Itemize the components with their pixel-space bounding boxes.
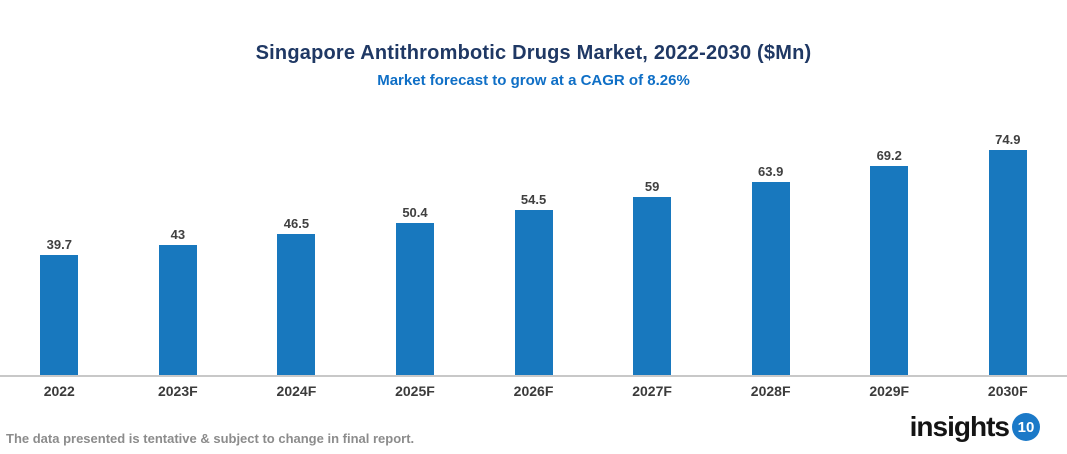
bar-column: 54.5 (474, 133, 593, 375)
bar-value-label: 74.9 (995, 132, 1021, 147)
x-tick-label: 2028F (750, 383, 791, 399)
bar-column: 63.9 (711, 133, 830, 375)
bar (870, 166, 909, 375)
logo-badge-icon: 10 (1012, 413, 1040, 441)
x-tick-label: 2027F (632, 383, 672, 399)
x-axis-line (0, 375, 1067, 377)
bar-column: 59 (593, 133, 712, 375)
bar-value-label: 63.9 (758, 164, 784, 179)
bar-value-label: 43 (170, 227, 186, 242)
x-tick-label: 2022 (43, 383, 75, 399)
x-axis-labels: 2022 2023F 2024F 2025F 2026F 2027F 2028F… (0, 383, 1067, 399)
bar-value-label: 50.4 (402, 205, 428, 220)
bar-value-label: 39.7 (46, 237, 72, 252)
bar-column: 69.2 (830, 133, 949, 375)
chart-header: Singapore Antithrombotic Drugs Market, 2… (0, 42, 1067, 89)
chart-title: Singapore Antithrombotic Drugs Market, 2… (255, 42, 812, 64)
bar (751, 182, 790, 375)
x-tick-label: 2026F (513, 383, 554, 399)
logo-text: insights (909, 411, 1010, 442)
bar-column: 43 (119, 133, 238, 375)
bar-value-label: 69.2 (876, 148, 902, 163)
bar-column: 46.5 (237, 133, 356, 375)
x-tick-label: 2029F (869, 383, 910, 399)
bar-value-label: 54.5 (520, 192, 547, 207)
bar (395, 223, 434, 375)
bar-column: 50.4 (356, 133, 475, 375)
bar (158, 245, 197, 375)
x-tick-label: 2025F (395, 383, 435, 399)
chart-subtitle: Market forecast to grow at a CAGR of 8.2… (377, 72, 690, 89)
bar-column: 74.9 (949, 133, 1067, 375)
bar (40, 255, 79, 375)
x-tick-label: 2030F (987, 383, 1028, 399)
x-tick-label: 2024F (276, 383, 317, 399)
bar-column: 39.7 (0, 133, 119, 375)
bar-value-label: 46.5 (283, 216, 310, 231)
bar-value-label: 59 (644, 179, 660, 194)
footer-note: The data presented is tentative & subjec… (6, 431, 415, 446)
bar (633, 197, 672, 375)
bar (514, 210, 553, 375)
bar (277, 234, 316, 375)
x-tick-label: 2023F (157, 383, 198, 399)
insights10-logo: insights 10 (910, 413, 1040, 441)
plot-area: 39.7 43 46.5 50.4 54.5 59 63.9 69.2 74.9 (0, 133, 1067, 375)
bar (988, 150, 1027, 375)
